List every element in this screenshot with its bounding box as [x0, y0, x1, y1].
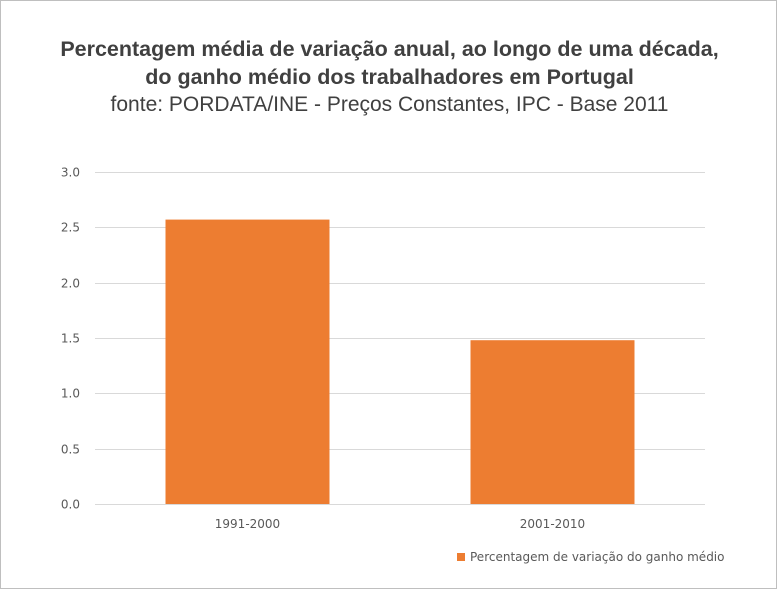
x-axis-ticks: 1991-2000 2001-2010 [215, 517, 585, 531]
x-tick-label: 1991-2000 [215, 517, 280, 531]
bar-2001-2010 [470, 340, 635, 504]
y-tick-label: 1.0 [61, 387, 80, 401]
chart-subtitle: fonte: PORDATA/INE - Preços Constantes, … [110, 93, 669, 116]
y-tick-label: 2.0 [61, 277, 80, 291]
chart-title: Percentagem média de variação anual, ao … [60, 37, 719, 61]
y-tick-label: 3.0 [61, 166, 80, 180]
legend-swatch [457, 553, 465, 561]
y-tick-label: 0.0 [61, 498, 80, 512]
chart-title-line-2: do ganho médio dos trabalhadores em Port… [145, 65, 634, 89]
bars [165, 219, 635, 504]
legend: Percentagem de variação do ganho médio [457, 550, 724, 564]
y-tick-label: 2.5 [61, 221, 80, 235]
y-tick-label: 0.5 [61, 443, 80, 457]
x-tick-label: 2001-2010 [520, 517, 585, 531]
y-axis-ticks: 0.0 0.5 1.0 1.5 2.0 2.5 3.0 [61, 166, 80, 512]
bar-1991-2000 [165, 219, 330, 504]
y-tick-label: 1.5 [61, 332, 80, 346]
chart-title-block: Percentagem média de variação anual, ao … [1, 35, 777, 119]
legend-label: Percentagem de variação do ganho médio [470, 550, 725, 564]
